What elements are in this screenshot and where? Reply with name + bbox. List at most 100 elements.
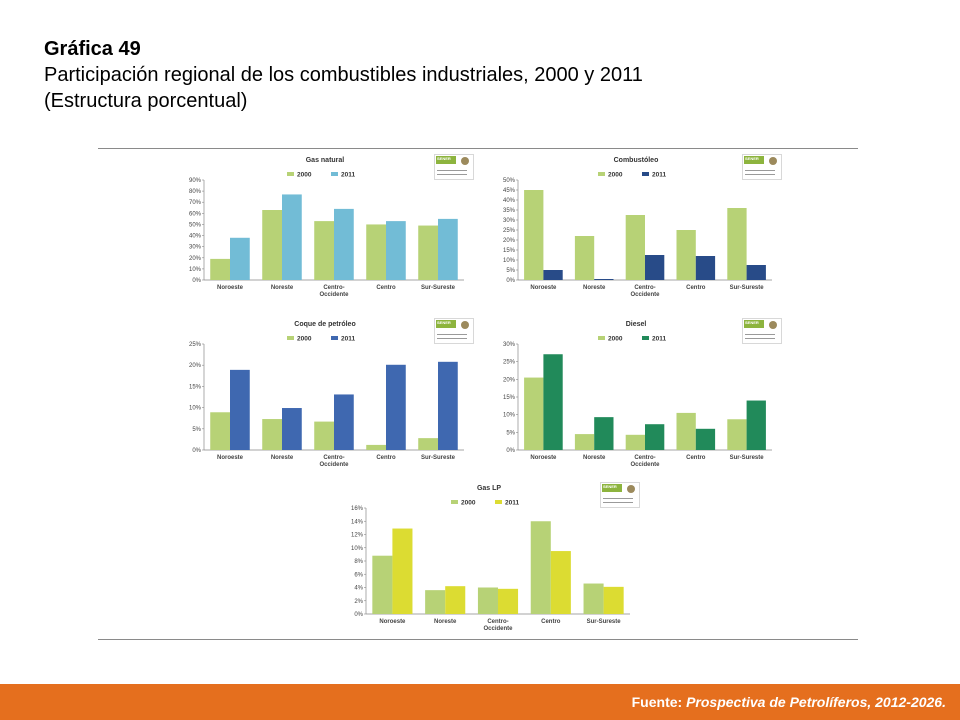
y-tick-label: 20%	[503, 377, 516, 383]
x-tick-label: Occidente	[630, 292, 660, 298]
bar-2011	[282, 194, 302, 280]
logo-line	[437, 174, 467, 175]
page-title: Participación regional de los combustibl…	[44, 64, 643, 86]
y-tick-label: 20%	[189, 363, 202, 369]
sener-logo-icon: SENER	[742, 318, 782, 344]
legend-swatch-2000	[598, 172, 605, 176]
x-tick-label: Noreste	[271, 285, 294, 291]
legend-label-2000: 2000	[297, 172, 312, 179]
y-tick-label: 90%	[189, 178, 202, 184]
bar-2011	[392, 528, 413, 614]
x-tick-label: Noroeste	[530, 455, 557, 461]
y-tick-label: 20%	[503, 238, 516, 244]
chart-panel-combustoleo: Combustóleo 2000 2011 0% 5% 10% 15% 20% 25% 30% 35…	[486, 150, 786, 304]
source-label: Fuente:	[631, 694, 683, 710]
legend-swatch-2000	[451, 500, 458, 504]
legend-label-2000: 2000	[297, 336, 312, 343]
legend-label-2000: 2000	[461, 500, 476, 507]
y-tick-label: 80%	[189, 189, 202, 195]
y-tick-label: 60%	[189, 211, 202, 217]
y-tick-label: 40%	[189, 234, 202, 240]
y-tick-label: 12%	[351, 533, 364, 539]
x-tick-label: Noroeste	[379, 619, 406, 625]
chart-combustoleo: Combustóleo 2000 2011 0% 5% 10% 15% 20% 25% 30% 35…	[503, 157, 772, 298]
bar-2000	[425, 590, 446, 614]
logo-line	[437, 334, 467, 335]
y-tick-label: 0%	[354, 612, 363, 618]
bar-2011	[438, 218, 458, 280]
title-block: Gráfica 49 Participación regional de los…	[44, 36, 924, 114]
y-tick-label: 35%	[503, 208, 516, 214]
y-tick-label: 0%	[192, 448, 201, 454]
logo-band	[602, 484, 622, 492]
bar-2011	[230, 369, 250, 450]
y-tick-label: 15%	[503, 395, 516, 401]
seal-icon	[769, 157, 777, 165]
chart-diesel: Diesel 2000 2011 0% 5% 10% 15% 20% 25% 30% Noroest…	[503, 321, 772, 468]
x-tick-label: Sur-Sureste	[730, 455, 765, 461]
bar-2000	[262, 210, 282, 280]
x-tick-label: Centro	[686, 285, 706, 291]
footer-band: Fuente: Prospectiva de Petrolíferos, 201…	[0, 684, 960, 720]
bar-2011	[645, 424, 665, 450]
legend-swatch-2011	[495, 500, 502, 504]
y-tick-label: 25%	[189, 342, 202, 348]
y-tick-label: 70%	[189, 200, 202, 206]
bar-2011	[386, 221, 406, 280]
sener-logo-icon: SENER	[742, 154, 782, 180]
x-tick-label: Sur-Sureste	[421, 285, 456, 291]
chart-panel-gas-lp: Gas LP 2000 2011 0% 2% 4% 6% 8% 10% 12% 14% 16% Noro…	[334, 478, 644, 638]
legend-label-2011: 2011	[341, 172, 355, 179]
legend-label-2000: 2000	[608, 336, 623, 343]
bar-2011	[695, 256, 716, 280]
chart-number: Gráfica 49	[44, 38, 141, 60]
x-tick-label: Centro-	[487, 619, 508, 625]
y-tick-label: 20%	[189, 256, 202, 262]
y-tick-label: 10%	[503, 258, 516, 264]
y-tick-label: 16%	[351, 506, 364, 512]
sener-logo-icon: SENER	[434, 318, 474, 344]
chart-panel-coque: Coque de petróleo 2000 2011 0% 5% 10% 15% 20% 25…	[172, 314, 478, 474]
x-tick-label: Centro	[541, 619, 561, 625]
y-tick-label: 5%	[506, 268, 515, 274]
bar-2011	[334, 394, 354, 450]
logo-text: SENER	[745, 156, 759, 161]
bar-2011	[438, 361, 458, 450]
bar-2000	[625, 215, 645, 280]
bar-2011	[334, 208, 354, 280]
x-tick-label: Noroeste	[217, 455, 244, 461]
chart-coque: Coque de petróleo 2000 2011 0% 5% 10% 15% 20% 25…	[189, 321, 464, 468]
sener-logo-icon: SENER	[434, 154, 474, 180]
legend-label-2011: 2011	[652, 172, 666, 179]
legend-swatch-2011	[642, 336, 649, 340]
chart-gas-lp: Gas LP 2000 2011 0% 2% 4% 6% 8% 10% 12% 14% 16% Noro…	[351, 485, 630, 632]
bar-2011	[603, 586, 624, 614]
bar-2011	[498, 588, 519, 614]
legend-swatch-2000	[598, 336, 605, 340]
bar-2000	[676, 412, 696, 450]
bar-2000	[574, 434, 595, 450]
x-tick-label: Noreste	[583, 285, 606, 291]
y-tick-label: 4%	[354, 586, 363, 592]
x-tick-label: Occidente	[630, 462, 660, 468]
chart-gas-natural: Gas natural 2000 2011 0% 10% 20% 30% 40% 50% 60% 7…	[189, 157, 464, 298]
x-tick-label: Sur-Sureste	[421, 455, 456, 461]
bar-2000	[210, 412, 230, 450]
bar-2000	[262, 419, 282, 450]
logo-line	[603, 502, 633, 503]
x-tick-label: Sur-Sureste	[730, 285, 765, 291]
legend-label-2011: 2011	[341, 336, 355, 343]
chart-panel-gas-natural: Gas natural 2000 2011 0% 10% 20% 30% 40% 50% 60% 7…	[172, 150, 478, 304]
bar-2011	[695, 428, 716, 450]
y-tick-label: 8%	[354, 559, 363, 565]
legend-swatch-2000	[287, 336, 294, 340]
y-tick-label: 6%	[354, 572, 363, 578]
logo-band	[744, 320, 764, 328]
bar-2000	[727, 419, 747, 450]
bar-2000	[366, 224, 386, 280]
y-tick-label: 50%	[189, 222, 202, 228]
legend-swatch-2011	[642, 172, 649, 176]
logo-band	[436, 156, 456, 164]
x-tick-label: Noreste	[434, 619, 457, 625]
x-tick-label: Centro	[376, 285, 396, 291]
